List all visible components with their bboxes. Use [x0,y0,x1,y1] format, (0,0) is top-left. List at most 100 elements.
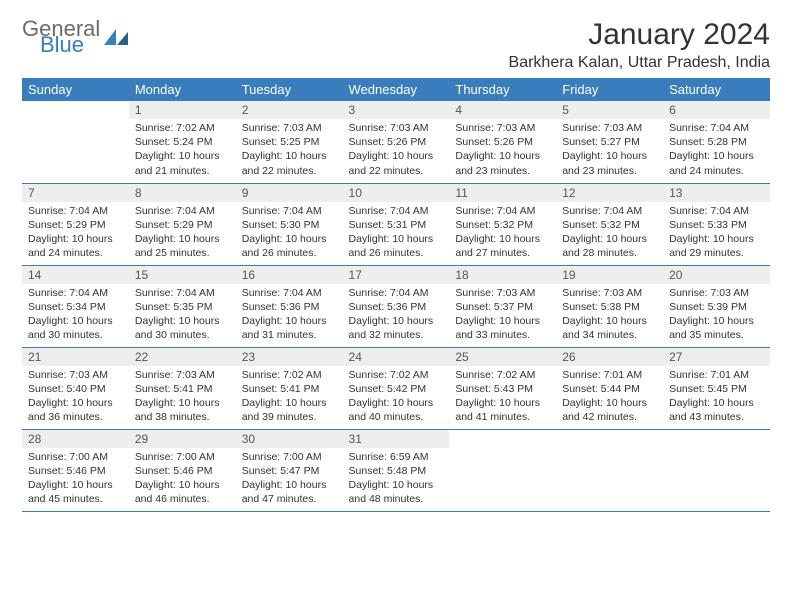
day-body: Sunrise: 7:03 AMSunset: 5:27 PMDaylight:… [556,119,663,182]
day-body: Sunrise: 7:04 AMSunset: 5:28 PMDaylight:… [663,119,770,182]
day-number: 29 [129,430,236,448]
calendar-day-cell: 15Sunrise: 7:04 AMSunset: 5:35 PMDayligh… [129,265,236,347]
weekday-header: Tuesday [236,78,343,101]
day-number: 13 [663,184,770,202]
day-number: 16 [236,266,343,284]
calendar-week-row: 28Sunrise: 7:00 AMSunset: 5:46 PMDayligh… [22,429,770,511]
day-body: Sunrise: 6:59 AMSunset: 5:48 PMDaylight:… [343,448,450,511]
day-number: 2 [236,101,343,119]
day-body: Sunrise: 7:04 AMSunset: 5:29 PMDaylight:… [129,202,236,265]
day-number: 31 [343,430,450,448]
day-body: Sunrise: 7:04 AMSunset: 5:34 PMDaylight:… [22,284,129,347]
day-number: 4 [449,101,556,119]
calendar-day-cell: 12Sunrise: 7:04 AMSunset: 5:32 PMDayligh… [556,183,663,265]
day-body: Sunrise: 7:03 AMSunset: 5:37 PMDaylight:… [449,284,556,347]
calendar-day-cell: 6Sunrise: 7:04 AMSunset: 5:28 PMDaylight… [663,101,770,183]
day-number: 1 [129,101,236,119]
day-body: Sunrise: 7:04 AMSunset: 5:33 PMDaylight:… [663,202,770,265]
calendar-day-cell: 13Sunrise: 7:04 AMSunset: 5:33 PMDayligh… [663,183,770,265]
day-body: Sunrise: 7:03 AMSunset: 5:25 PMDaylight:… [236,119,343,182]
title-block: January 2024 Barkhera Kalan, Uttar Prade… [509,18,770,72]
calendar-table: SundayMondayTuesdayWednesdayThursdayFrid… [22,78,770,512]
calendar-day-cell: 30Sunrise: 7:00 AMSunset: 5:47 PMDayligh… [236,429,343,511]
day-number: 25 [449,348,556,366]
calendar-week-row: 1Sunrise: 7:02 AMSunset: 5:24 PMDaylight… [22,101,770,183]
calendar-day-cell: 9Sunrise: 7:04 AMSunset: 5:30 PMDaylight… [236,183,343,265]
day-number: 27 [663,348,770,366]
day-number: 11 [449,184,556,202]
day-body: Sunrise: 7:02 AMSunset: 5:43 PMDaylight:… [449,366,556,429]
day-body: Sunrise: 7:03 AMSunset: 5:26 PMDaylight:… [343,119,450,182]
day-body: Sunrise: 7:02 AMSunset: 5:42 PMDaylight:… [343,366,450,429]
day-number: 7 [22,184,129,202]
day-body: Sunrise: 7:02 AMSunset: 5:24 PMDaylight:… [129,119,236,182]
day-number: 10 [343,184,450,202]
day-body: Sunrise: 7:04 AMSunset: 5:30 PMDaylight:… [236,202,343,265]
day-number: 6 [663,101,770,119]
day-number: 18 [449,266,556,284]
calendar-day-cell [449,429,556,511]
day-number: 19 [556,266,663,284]
day-body: Sunrise: 7:03 AMSunset: 5:26 PMDaylight:… [449,119,556,182]
day-number: 9 [236,184,343,202]
day-body: Sunrise: 7:03 AMSunset: 5:40 PMDaylight:… [22,366,129,429]
calendar-header-row: SundayMondayTuesdayWednesdayThursdayFrid… [22,78,770,101]
day-number: 14 [22,266,129,284]
calendar-day-cell: 19Sunrise: 7:03 AMSunset: 5:38 PMDayligh… [556,265,663,347]
day-number: 23 [236,348,343,366]
day-body: Sunrise: 7:01 AMSunset: 5:44 PMDaylight:… [556,366,663,429]
calendar-day-cell: 26Sunrise: 7:01 AMSunset: 5:44 PMDayligh… [556,347,663,429]
day-body: Sunrise: 7:01 AMSunset: 5:45 PMDaylight:… [663,366,770,429]
calendar-day-cell: 21Sunrise: 7:03 AMSunset: 5:40 PMDayligh… [22,347,129,429]
day-number: 8 [129,184,236,202]
calendar-day-cell: 1Sunrise: 7:02 AMSunset: 5:24 PMDaylight… [129,101,236,183]
calendar-day-cell [663,429,770,511]
day-number: 21 [22,348,129,366]
day-body: Sunrise: 7:04 AMSunset: 5:35 PMDaylight:… [129,284,236,347]
day-body: Sunrise: 7:04 AMSunset: 5:31 PMDaylight:… [343,202,450,265]
day-body: Sunrise: 7:00 AMSunset: 5:46 PMDaylight:… [22,448,129,511]
day-body: Sunrise: 7:03 AMSunset: 5:38 PMDaylight:… [556,284,663,347]
calendar-day-cell: 31Sunrise: 6:59 AMSunset: 5:48 PMDayligh… [343,429,450,511]
calendar-day-cell [22,101,129,183]
calendar-day-cell: 28Sunrise: 7:00 AMSunset: 5:46 PMDayligh… [22,429,129,511]
calendar-day-cell [556,429,663,511]
day-body: Sunrise: 7:04 AMSunset: 5:29 PMDaylight:… [22,202,129,265]
day-body: Sunrise: 7:04 AMSunset: 5:36 PMDaylight:… [343,284,450,347]
logo-text-blue: Blue [40,34,100,56]
calendar-day-cell: 29Sunrise: 7:00 AMSunset: 5:46 PMDayligh… [129,429,236,511]
day-number: 28 [22,430,129,448]
day-body: Sunrise: 7:03 AMSunset: 5:39 PMDaylight:… [663,284,770,347]
logo-sail-icon [104,29,128,45]
weekday-header: Sunday [22,78,129,101]
day-number: 22 [129,348,236,366]
calendar-day-cell: 27Sunrise: 7:01 AMSunset: 5:45 PMDayligh… [663,347,770,429]
day-body: Sunrise: 7:04 AMSunset: 5:32 PMDaylight:… [556,202,663,265]
day-number: 5 [556,101,663,119]
calendar-day-cell: 24Sunrise: 7:02 AMSunset: 5:42 PMDayligh… [343,347,450,429]
weekday-header: Friday [556,78,663,101]
calendar-day-cell: 3Sunrise: 7:03 AMSunset: 5:26 PMDaylight… [343,101,450,183]
day-number: 3 [343,101,450,119]
day-body: Sunrise: 7:04 AMSunset: 5:32 PMDaylight:… [449,202,556,265]
day-body: Sunrise: 7:00 AMSunset: 5:46 PMDaylight:… [129,448,236,511]
day-body: Sunrise: 7:00 AMSunset: 5:47 PMDaylight:… [236,448,343,511]
calendar-day-cell: 4Sunrise: 7:03 AMSunset: 5:26 PMDaylight… [449,101,556,183]
calendar-week-row: 14Sunrise: 7:04 AMSunset: 5:34 PMDayligh… [22,265,770,347]
calendar-day-cell: 23Sunrise: 7:02 AMSunset: 5:41 PMDayligh… [236,347,343,429]
month-title: January 2024 [509,18,770,52]
logo: General Blue [22,18,128,56]
calendar-week-row: 7Sunrise: 7:04 AMSunset: 5:29 PMDaylight… [22,183,770,265]
calendar-day-cell: 14Sunrise: 7:04 AMSunset: 5:34 PMDayligh… [22,265,129,347]
calendar-day-cell: 16Sunrise: 7:04 AMSunset: 5:36 PMDayligh… [236,265,343,347]
day-body: Sunrise: 7:03 AMSunset: 5:41 PMDaylight:… [129,366,236,429]
calendar-day-cell: 10Sunrise: 7:04 AMSunset: 5:31 PMDayligh… [343,183,450,265]
weekday-header: Saturday [663,78,770,101]
day-number: 24 [343,348,450,366]
day-body: Sunrise: 7:02 AMSunset: 5:41 PMDaylight:… [236,366,343,429]
location: Barkhera Kalan, Uttar Pradesh, India [509,54,770,72]
calendar-day-cell: 18Sunrise: 7:03 AMSunset: 5:37 PMDayligh… [449,265,556,347]
calendar-day-cell: 17Sunrise: 7:04 AMSunset: 5:36 PMDayligh… [343,265,450,347]
calendar-day-cell: 7Sunrise: 7:04 AMSunset: 5:29 PMDaylight… [22,183,129,265]
calendar-day-cell: 11Sunrise: 7:04 AMSunset: 5:32 PMDayligh… [449,183,556,265]
